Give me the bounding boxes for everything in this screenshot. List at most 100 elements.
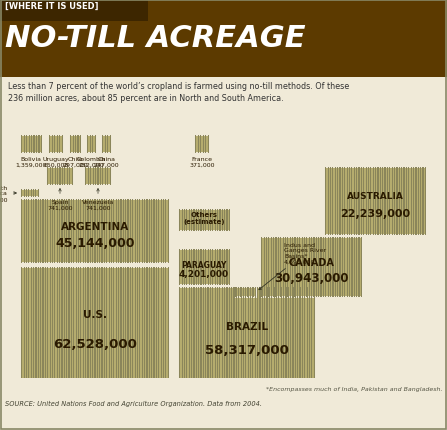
Bar bbox=[45, 200, 46, 264]
Bar bbox=[158, 200, 160, 264]
Bar bbox=[304, 287, 305, 379]
Bar bbox=[57, 136, 58, 154]
Bar bbox=[250, 287, 251, 379]
Bar bbox=[168, 200, 169, 264]
Bar bbox=[335, 168, 336, 236]
Bar bbox=[189, 249, 190, 286]
Bar bbox=[68, 200, 70, 264]
Bar bbox=[110, 136, 111, 154]
Bar bbox=[110, 168, 111, 186]
Bar bbox=[179, 287, 180, 379]
Bar bbox=[67, 168, 68, 186]
Bar bbox=[285, 287, 287, 379]
Bar bbox=[123, 267, 124, 379]
Bar bbox=[0, 78, 447, 120]
Bar bbox=[38, 190, 39, 197]
Bar bbox=[196, 287, 197, 379]
Bar bbox=[105, 136, 106, 154]
Bar bbox=[219, 249, 220, 286]
Bar bbox=[102, 168, 103, 186]
Bar bbox=[59, 267, 60, 379]
Bar bbox=[259, 287, 261, 379]
Bar bbox=[212, 287, 213, 379]
Bar bbox=[61, 200, 63, 264]
Bar bbox=[76, 200, 77, 264]
Bar bbox=[252, 287, 253, 379]
Bar bbox=[278, 287, 279, 379]
Bar bbox=[366, 168, 367, 236]
Bar bbox=[132, 267, 133, 379]
Text: Indus and
Ganges River
Basins*
4,695,000: Indus and Ganges River Basins* 4,695,000 bbox=[259, 242, 326, 290]
Bar bbox=[71, 200, 72, 264]
Bar bbox=[264, 287, 265, 379]
Bar bbox=[38, 136, 39, 154]
Bar bbox=[87, 200, 89, 264]
Bar bbox=[184, 209, 185, 231]
Bar bbox=[31, 200, 32, 264]
Bar bbox=[271, 287, 272, 379]
Bar bbox=[243, 287, 244, 379]
Bar bbox=[413, 168, 414, 236]
Bar bbox=[149, 267, 150, 379]
Bar bbox=[351, 237, 353, 297]
Bar bbox=[99, 267, 100, 379]
Bar bbox=[127, 267, 129, 379]
Bar bbox=[339, 168, 341, 236]
Bar bbox=[88, 168, 89, 186]
Bar bbox=[346, 237, 348, 297]
Bar bbox=[42, 267, 44, 379]
Bar bbox=[26, 136, 27, 154]
Bar bbox=[212, 209, 214, 231]
Bar bbox=[179, 249, 180, 286]
Text: U.S.: U.S. bbox=[83, 309, 107, 319]
Bar bbox=[302, 237, 303, 297]
Bar bbox=[24, 200, 25, 264]
Bar bbox=[135, 200, 136, 264]
Bar bbox=[50, 168, 51, 186]
Bar bbox=[59, 200, 60, 264]
Bar bbox=[52, 267, 53, 379]
Bar bbox=[281, 287, 282, 379]
Bar bbox=[316, 237, 317, 297]
Bar bbox=[420, 168, 421, 236]
Bar bbox=[38, 200, 39, 264]
Bar bbox=[33, 200, 34, 264]
Bar bbox=[207, 209, 209, 231]
Bar bbox=[195, 136, 197, 154]
Bar bbox=[356, 168, 357, 236]
Bar bbox=[384, 168, 386, 236]
Bar bbox=[31, 136, 32, 154]
Bar bbox=[342, 237, 343, 297]
Bar bbox=[28, 190, 30, 197]
Bar bbox=[57, 200, 58, 264]
Bar bbox=[116, 267, 117, 379]
Bar bbox=[151, 267, 152, 379]
Bar bbox=[288, 287, 289, 379]
Bar bbox=[165, 267, 166, 379]
Bar bbox=[184, 287, 185, 379]
Bar bbox=[275, 237, 277, 297]
Bar bbox=[268, 237, 270, 297]
Bar bbox=[320, 237, 322, 297]
Text: Uruguay
650,000: Uruguay 650,000 bbox=[42, 157, 69, 167]
Bar bbox=[358, 237, 360, 297]
Bar bbox=[71, 267, 72, 379]
Bar bbox=[20, 190, 40, 197]
Bar bbox=[61, 267, 63, 379]
Bar bbox=[217, 249, 218, 286]
Bar bbox=[304, 237, 305, 297]
Bar bbox=[198, 209, 199, 231]
Bar bbox=[50, 200, 51, 264]
Bar bbox=[41, 136, 42, 154]
Bar bbox=[139, 200, 140, 264]
Bar bbox=[302, 287, 303, 379]
Bar bbox=[207, 287, 209, 379]
Bar bbox=[222, 249, 223, 286]
Bar bbox=[55, 168, 56, 186]
Bar bbox=[94, 200, 96, 264]
Bar bbox=[130, 267, 131, 379]
Bar bbox=[325, 237, 326, 297]
Bar bbox=[202, 136, 204, 154]
Text: 58,317,000: 58,317,000 bbox=[205, 343, 289, 356]
Bar bbox=[191, 209, 192, 231]
